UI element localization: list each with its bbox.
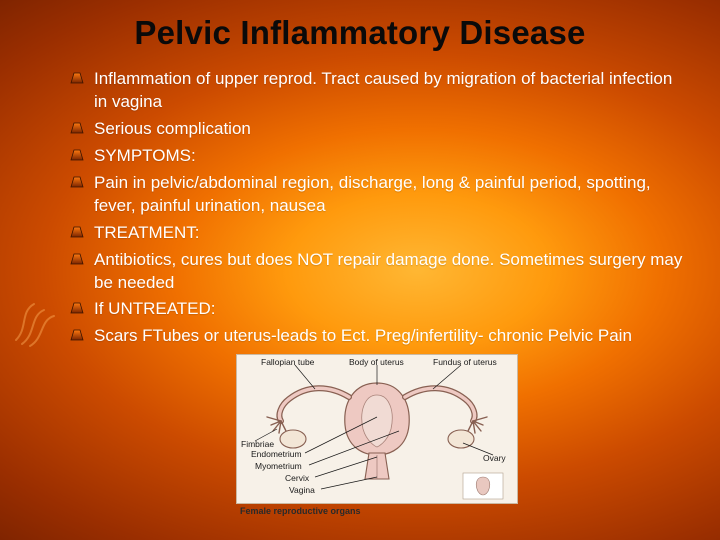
- list-item: Scars FTubes or uterus-leads to Ect. Pre…: [70, 325, 684, 348]
- label-fundus: Fundus of uterus: [433, 357, 497, 367]
- bullet-text: Pain in pelvic/abdominal region, dischar…: [94, 173, 651, 215]
- bullet-icon: [70, 121, 84, 135]
- list-item: SYMPTOMS:: [70, 145, 684, 168]
- slide: Pelvic Inflammatory Disease Inflammation…: [0, 0, 720, 540]
- decorative-swirl-icon: [10, 280, 80, 350]
- bullet-text: Inflammation of upper reprod. Tract caus…: [94, 69, 672, 111]
- bullet-text: Serious complication: [94, 119, 251, 138]
- bullet-list: Inflammation of upper reprod. Tract caus…: [70, 68, 684, 348]
- label-endometrium: Endometrium: [251, 449, 302, 459]
- slide-content: Inflammation of upper reprod. Tract caus…: [36, 68, 684, 516]
- bullet-text: If UNTREATED:: [94, 299, 216, 318]
- bullet-text: TREATMENT:: [94, 223, 199, 242]
- label-vagina: Vagina: [289, 485, 315, 495]
- diagram-container: Fallopian tube Body of uterus Fundus of …: [236, 354, 518, 516]
- bullet-icon: [70, 175, 84, 189]
- diagram-caption: Female reproductive organs: [236, 506, 518, 516]
- slide-title: Pelvic Inflammatory Disease: [36, 14, 684, 52]
- label-body: Body of uterus: [349, 357, 404, 367]
- bullet-text: SYMPTOMS:: [94, 146, 196, 165]
- label-ovary: Ovary: [483, 453, 506, 463]
- list-item: Antibiotics, cures but does NOT repair d…: [70, 249, 684, 295]
- bullet-text: Antibiotics, cures but does NOT repair d…: [94, 250, 682, 292]
- bullet-icon: [70, 148, 84, 162]
- bullet-icon: [70, 252, 84, 266]
- list-item: Pain in pelvic/abdominal region, dischar…: [70, 172, 684, 218]
- label-fimbriae: Fimbriae: [241, 439, 274, 449]
- bullet-text: Scars FTubes or uterus-leads to Ect. Pre…: [94, 326, 632, 345]
- bullet-icon: [70, 225, 84, 239]
- list-item: If UNTREATED:: [70, 298, 684, 321]
- bullet-icon: [70, 71, 84, 85]
- label-fallopian: Fallopian tube: [261, 357, 314, 367]
- label-myometrium: Myometrium: [255, 461, 302, 471]
- list-item: Serious complication: [70, 118, 684, 141]
- list-item: TREATMENT:: [70, 222, 684, 245]
- anatomy-diagram: Fallopian tube Body of uterus Fundus of …: [236, 354, 518, 504]
- label-cervix: Cervix: [285, 473, 309, 483]
- list-item: Inflammation of upper reprod. Tract caus…: [70, 68, 684, 114]
